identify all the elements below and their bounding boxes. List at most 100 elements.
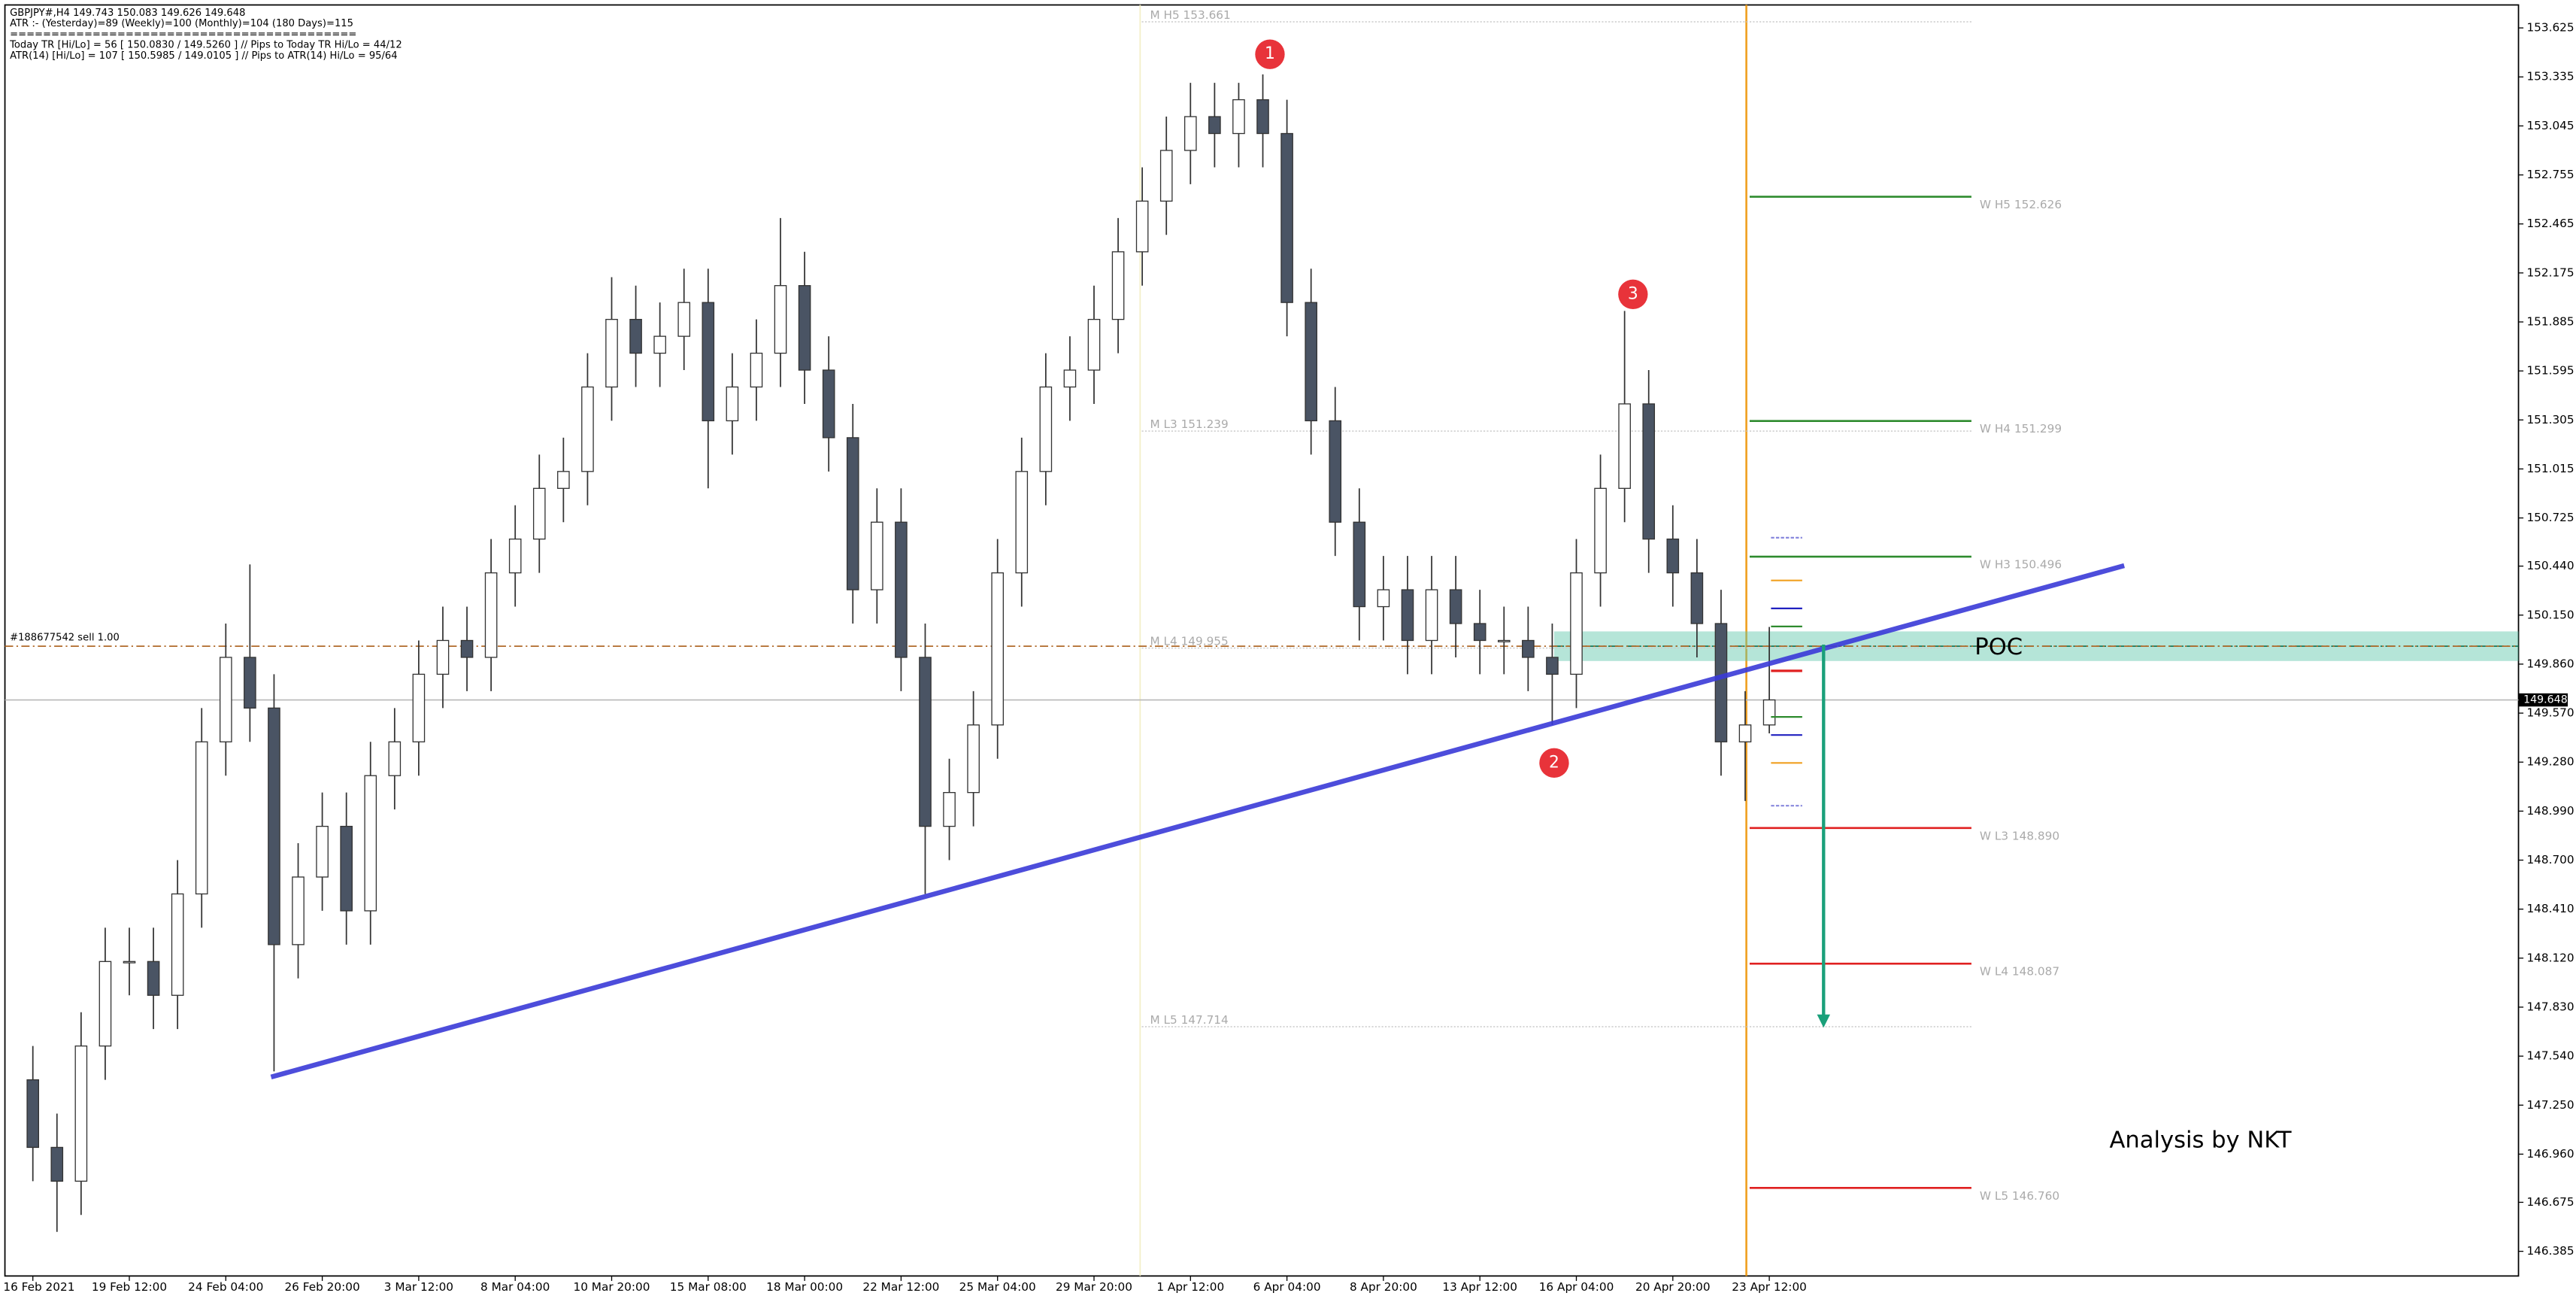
level-label: W L4 148.087	[1980, 965, 2059, 979]
header-line: ATR :- (Yesterday)=89 (Weekly)=100 (Mont…	[10, 18, 353, 29]
candle-body	[629, 318, 642, 354]
x-tick-label: 22 Mar 12:00	[862, 1280, 939, 1294]
candles	[26, 74, 1776, 1232]
header-line: Today TR [Hi/Lo] = 56 [ 150.0830 / 149.5…	[9, 40, 402, 51]
candle-body	[98, 961, 112, 1047]
y-tick-label: 149.860	[2526, 657, 2574, 670]
candle-body	[244, 657, 256, 709]
candle-body	[123, 961, 136, 964]
candle-body	[292, 876, 305, 945]
y-tick-label: 147.250	[2526, 1098, 2574, 1112]
y-tick-label: 151.885	[2526, 315, 2574, 329]
y-tick-label: 152.175	[2526, 266, 2574, 279]
y-tick-label: 147.830	[2526, 1000, 2574, 1013]
y-tick-label: 147.540	[2526, 1049, 2574, 1063]
y-tick-label: 146.960	[2526, 1147, 2574, 1161]
level-label: M L3 151.239	[1150, 417, 1228, 431]
level-label: M L5 147.714	[1150, 1013, 1228, 1027]
candle-body	[1111, 251, 1125, 320]
candle-body	[171, 893, 184, 996]
candle-body	[943, 792, 956, 827]
candle-body	[1522, 639, 1535, 658]
candle-body	[1087, 318, 1101, 371]
current-price-box	[2518, 693, 2568, 707]
candle-body	[557, 471, 570, 489]
candle-body	[1377, 589, 1390, 608]
candle-body	[1329, 420, 1342, 523]
level-label: W L3 148.890	[1980, 829, 2059, 842]
candle-body	[1738, 724, 1752, 742]
y-tick-label: 146.385	[2526, 1244, 2574, 1258]
y-tick-label: 153.625	[2526, 21, 2574, 35]
candle-body	[1401, 589, 1414, 642]
y-tick-label: 152.465	[2526, 217, 2574, 230]
candle-body	[436, 639, 450, 675]
candle-body	[1690, 572, 1704, 624]
x-tick-label: 10 Mar 20:00	[573, 1280, 650, 1294]
arrow-head	[1817, 1014, 1831, 1028]
candle-body	[219, 657, 232, 742]
candle-body	[653, 335, 666, 354]
candle-body	[1183, 116, 1197, 151]
candle-body	[581, 386, 594, 472]
y-tick-label: 150.440	[2526, 559, 2574, 572]
x-tick-label: 15 Mar 08:00	[670, 1280, 747, 1294]
candle-body	[895, 521, 908, 658]
candle-body	[1473, 623, 1487, 642]
candle-body	[147, 961, 160, 996]
candle-body	[605, 318, 618, 388]
level-label: W H5 152.626	[1980, 198, 2062, 211]
poc-label: POC	[1974, 634, 2023, 660]
candle-body	[750, 352, 763, 388]
y-tick-label: 148.410	[2526, 902, 2574, 915]
x-tick-label: 8 Mar 04:00	[480, 1280, 550, 1294]
candle-body	[774, 285, 787, 354]
marker-label: 2	[1549, 753, 1559, 772]
level-label: W L5 146.760	[1980, 1189, 2059, 1203]
x-tick-label: 29 Mar 20:00	[1056, 1280, 1132, 1294]
candle-body	[1135, 200, 1149, 253]
y-tick-label: 146.675	[2526, 1195, 2574, 1209]
candle-body	[1039, 386, 1053, 472]
candle-body	[532, 487, 546, 540]
candle-body	[702, 302, 715, 422]
candle-body	[1570, 572, 1583, 675]
y-tick-label: 153.045	[2526, 119, 2574, 132]
x-tick-label: 3 Mar 12:00	[384, 1280, 453, 1294]
candle-body	[74, 1045, 88, 1182]
candle-body	[1425, 589, 1438, 642]
x-tick-label: 23 Apr 12:00	[1732, 1280, 1807, 1294]
y-tick-label: 150.150	[2526, 608, 2574, 621]
candle-body	[1449, 589, 1462, 624]
level-label: M H5 153.661	[1150, 8, 1230, 22]
candle-body	[677, 302, 691, 337]
candle-body	[1497, 639, 1511, 642]
marker-label: 1	[1265, 44, 1275, 63]
candle-body	[316, 825, 329, 878]
order-label: #188677542 sell 1.00	[10, 633, 120, 644]
x-tick-label: 26 Feb 20:00	[284, 1280, 359, 1294]
candle-body	[1305, 302, 1317, 422]
candle-body	[1642, 403, 1656, 540]
x-tick-label: 13 Apr 12:00	[1442, 1280, 1517, 1294]
candle-body	[340, 825, 353, 912]
candle-body	[822, 369, 835, 439]
candle-body	[1762, 699, 1776, 726]
x-tick-label: 16 Feb 2021	[3, 1280, 74, 1294]
candle-body	[1353, 521, 1366, 608]
candle-body	[798, 285, 811, 371]
candle-body	[871, 521, 883, 590]
candle-body	[388, 741, 402, 776]
candle-body	[967, 724, 980, 794]
candle-body	[1208, 116, 1221, 135]
y-tick-label: 148.120	[2526, 951, 2574, 964]
candle-body	[1015, 471, 1029, 574]
x-tick-label: 19 Feb 12:00	[92, 1280, 167, 1294]
pivot-ticks	[1771, 536, 1802, 807]
marker-circle	[1255, 39, 1285, 69]
candle-body	[1063, 369, 1077, 388]
header-line: GBPJPY#,H4 149.743 150.083 149.626 149.6…	[10, 8, 245, 19]
x-tick-label: 8 Apr 20:00	[1350, 1280, 1417, 1294]
header: GBPJPY#,H4 149.743 150.083 149.626 149.6…	[9, 8, 402, 62]
marker-circle	[1539, 748, 1569, 778]
